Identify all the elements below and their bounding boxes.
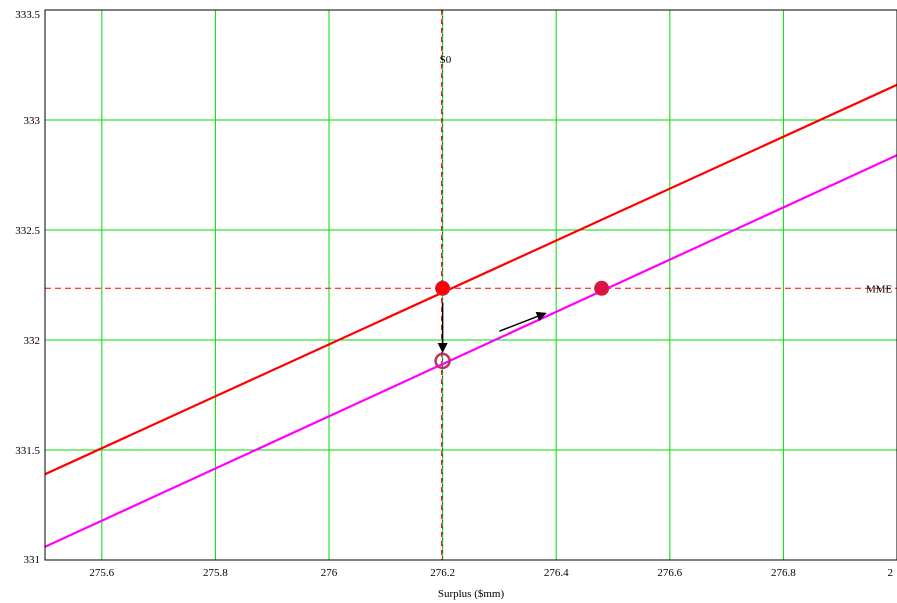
x-tick-label-5: 276.6 (657, 567, 682, 579)
reference-lines (45, 10, 897, 560)
y-tick-label-4: 333 (24, 115, 41, 127)
y-tick-label-0: 331 (24, 554, 41, 566)
plot-frame (44, 9, 897, 561)
x-tick-label-1: 275.8 (203, 567, 228, 579)
y-tick-label-1: 331.5 (15, 445, 40, 457)
x-tick-label-6: 276.8 (771, 567, 796, 579)
x-tick-label-3: 276.2 (430, 567, 455, 579)
ref-label-horizontal: MME (866, 283, 893, 295)
arrows (437, 302, 547, 353)
x-tick-label-4: 276.4 (544, 567, 569, 579)
y-tick-labels: 331 331.5 332 332.5 333 333.5 (15, 9, 40, 566)
y-tick-label-2: 332 (24, 335, 41, 347)
marker-2 (594, 280, 610, 296)
series-lines (45, 83, 897, 548)
y-tick-label-5: 333.5 (15, 9, 40, 21)
y-tick-label-3: 332.5 (15, 225, 40, 237)
grid (45, 9, 897, 561)
series-line-0 (45, 83, 897, 476)
x-tick-label-0: 275.6 (89, 567, 114, 579)
marker-1 (434, 352, 451, 370)
x-tick-label-7: 2 (888, 567, 894, 579)
x-axis-title: Surplus ($mm) (438, 588, 505, 600)
x-tick-label-2: 276 (321, 567, 338, 579)
series-line-1 (45, 154, 897, 548)
markers: S0 MME (434, 54, 893, 370)
x-tick-labels: 275.6 275.8 276 276.2 276.4 276.6 276.8 2 (89, 567, 893, 579)
arrow-1 (499, 311, 547, 332)
ref-label-vertical: S0 (440, 54, 452, 66)
marker-0 (435, 280, 451, 296)
